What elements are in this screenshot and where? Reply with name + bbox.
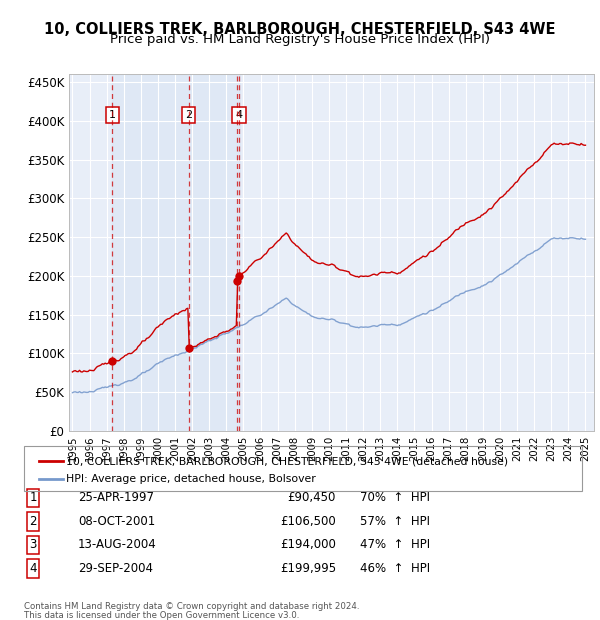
Text: Price paid vs. HM Land Registry's House Price Index (HPI): Price paid vs. HM Land Registry's House … — [110, 33, 490, 46]
Text: 1: 1 — [109, 110, 116, 120]
Text: 25-APR-1997: 25-APR-1997 — [78, 492, 154, 504]
Text: Contains HM Land Registry data © Crown copyright and database right 2024.: Contains HM Land Registry data © Crown c… — [24, 602, 359, 611]
Text: 2: 2 — [185, 110, 192, 120]
Text: 10, COLLIERS TREK, BARLBOROUGH, CHESTERFIELD, S43 4WE: 10, COLLIERS TREK, BARLBOROUGH, CHESTERF… — [44, 22, 556, 37]
Text: £194,000: £194,000 — [280, 539, 336, 551]
Text: 57%  ↑  HPI: 57% ↑ HPI — [360, 515, 430, 528]
Text: 3: 3 — [29, 539, 37, 551]
Text: 70%  ↑  HPI: 70% ↑ HPI — [360, 492, 430, 504]
Text: 4: 4 — [29, 562, 37, 575]
Text: £106,500: £106,500 — [280, 515, 336, 528]
Text: £90,450: £90,450 — [287, 492, 336, 504]
Text: 2: 2 — [29, 515, 37, 528]
Text: 29-SEP-2004: 29-SEP-2004 — [78, 562, 153, 575]
Text: £199,995: £199,995 — [280, 562, 336, 575]
Text: HPI: Average price, detached house, Bolsover: HPI: Average price, detached house, Bols… — [66, 474, 316, 484]
Text: 13-AUG-2004: 13-AUG-2004 — [78, 539, 157, 551]
Text: 1: 1 — [29, 492, 37, 504]
Text: 47%  ↑  HPI: 47% ↑ HPI — [360, 539, 430, 551]
Text: 46%  ↑  HPI: 46% ↑ HPI — [360, 562, 430, 575]
Text: 10, COLLIERS TREK, BARLBOROUGH, CHESTERFIELD, S43 4WE (detached house): 10, COLLIERS TREK, BARLBOROUGH, CHESTERF… — [66, 456, 508, 466]
Text: 08-OCT-2001: 08-OCT-2001 — [78, 515, 155, 528]
Bar — [112, 74, 239, 431]
Text: This data is licensed under the Open Government Licence v3.0.: This data is licensed under the Open Gov… — [24, 611, 299, 620]
Text: 4: 4 — [236, 110, 243, 120]
